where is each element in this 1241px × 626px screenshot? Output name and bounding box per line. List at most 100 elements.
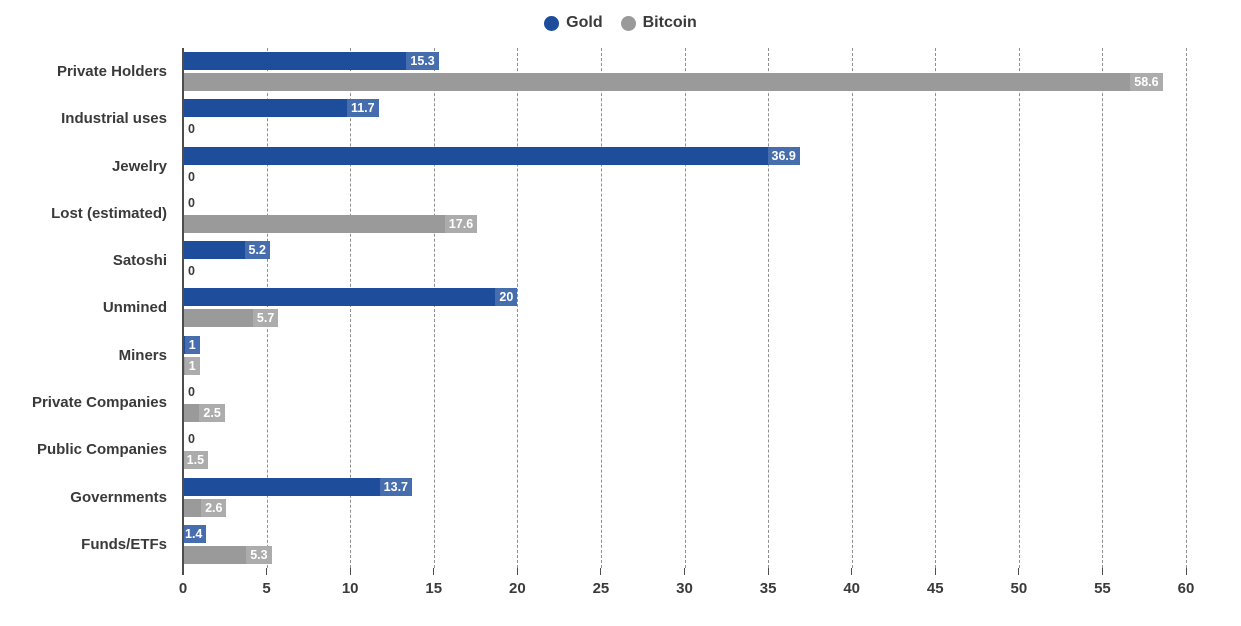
category-label: Private Companies: [31, 394, 167, 412]
legend: Gold Bitcoin: [0, 14, 1241, 32]
bar-value-label: 1: [184, 335, 200, 354]
category-label: Jewelry: [111, 157, 167, 175]
gridline: [935, 48, 937, 568]
y-axis-line: [182, 48, 184, 575]
bitcoin-bar: 5.7: [183, 309, 279, 328]
category-row: 13.7 2.6: [183, 473, 1186, 520]
x-axis-tick: [1018, 568, 1020, 575]
x-tick-label: 30: [676, 580, 693, 597]
zero-value-label: 0: [188, 195, 195, 210]
gridline: [517, 48, 519, 568]
bar-value-label: 15.3: [406, 52, 439, 71]
category-label: Lost (estimated): [51, 204, 167, 222]
category-row: 0 1.5: [182, 426, 1186, 473]
bar-value-label: 2.5: [199, 404, 225, 423]
category-row: 20 5.7: [183, 284, 1186, 331]
category-row: 0 2.5: [183, 379, 1186, 426]
x-tick-label: 0: [178, 580, 188, 597]
x-axis-tick: [266, 568, 268, 575]
bitcoin-bar: 5.3: [183, 545, 272, 564]
bar-value-label: 58.6: [1130, 73, 1163, 92]
legend-label-bitcoin: Bitcoin: [642, 14, 697, 31]
bar-value-label: 1.5: [182, 451, 209, 470]
x-tick-label: 45: [926, 580, 944, 597]
x-tick-label: 35: [759, 580, 777, 597]
x-axis-tick: [684, 568, 685, 575]
bar-value-label: 20: [495, 288, 518, 307]
bitcoin-bar: 2.5: [183, 404, 225, 423]
category-row: 5.2 0: [183, 237, 1186, 284]
x-axis-tick: [1185, 568, 1187, 575]
category-row: 1.4 5.3: [181, 521, 1186, 568]
bitcoin-bar: 1: [183, 356, 200, 375]
gridline: [266, 48, 268, 568]
x-tick-label: 10: [341, 580, 359, 597]
legend-item-bitcoin: Bitcoin: [620, 14, 697, 32]
x-tick-label: 20: [508, 580, 526, 597]
category-labels-column: Private Holders Industrial uses Jewelry Los…: [0, 48, 175, 568]
category-row: 36.9 0: [183, 143, 1186, 190]
bitcoin-bar: 1.5: [182, 451, 209, 470]
gridline: [1102, 48, 1104, 568]
zero-value-label: 0: [188, 169, 195, 184]
gridline: [684, 48, 686, 568]
legend-item-gold: Gold: [544, 14, 603, 32]
zero-value-label: 0: [188, 385, 195, 400]
gridline: [350, 48, 352, 568]
bar-value-label: 13.7: [379, 477, 413, 496]
legend-label-gold: Gold: [566, 14, 603, 31]
x-tick-label: 50: [1010, 580, 1028, 597]
gridline: [600, 48, 602, 568]
x-tick-label: 55: [1094, 580, 1111, 597]
bar-value-label: 11.7: [346, 99, 379, 118]
bar-value-label: 2.6: [201, 498, 227, 517]
x-axis-tick: [767, 568, 769, 575]
bitcoin-bar: 2.6: [183, 498, 227, 517]
gridline: [851, 48, 853, 568]
bar-value-label: 17.6: [444, 214, 478, 233]
gridline: [1018, 48, 1020, 568]
bar-value-label: 36.9: [767, 146, 800, 165]
category-label: Miners: [118, 346, 167, 364]
gridline: [433, 48, 435, 568]
category-label: Industrial uses: [61, 110, 167, 128]
gold-bar: 1.4: [181, 524, 207, 543]
x-axis-tick: [349, 568, 351, 575]
category-label: Governments: [70, 488, 167, 506]
category-label: Satoshi: [112, 252, 167, 270]
x-axis-tick: [934, 568, 936, 575]
gold-bar: 20: [183, 288, 518, 307]
gold-bar: 13.7: [183, 477, 413, 496]
x-axis-tick: [433, 568, 435, 575]
zero-value-label: 0: [188, 432, 195, 447]
gold-bar: 36.9: [183, 146, 800, 165]
category-label: Funds/ETFs: [81, 535, 167, 553]
gold-bar: 11.7: [183, 99, 379, 118]
gold-bar: 5.2: [183, 241, 270, 260]
bitcoin-bar: 58.6: [183, 73, 1163, 92]
x-axis-tick: [516, 568, 518, 575]
category-row: 11.7 0: [183, 95, 1186, 142]
gridline: [1186, 48, 1187, 568]
x-tick-label: 5: [262, 580, 271, 597]
plot-area: 0 5 10 15 20 25 30 35 40 45 50 55 60 15.3 58.6 11.7 0 36.…: [179, 48, 1194, 597]
category-label: Unmined: [102, 299, 167, 317]
x-tick-label: 60: [1177, 580, 1195, 597]
bar-value-label: 5.2: [244, 241, 270, 260]
category-row: 15.3 58.6: [183, 48, 1186, 95]
x-axis-tick: [1101, 568, 1103, 575]
zero-value-label: 0: [188, 122, 195, 137]
x-tick-label: 25: [592, 580, 610, 597]
bar-value-label: 5.3: [246, 545, 272, 564]
x-axis-tick: [851, 568, 853, 575]
x-tick-label: 15: [425, 580, 443, 597]
bar-value-label: 1.4: [181, 524, 207, 543]
gold-bar: 1: [183, 335, 200, 354]
gold-legend-dot-icon: [544, 15, 560, 31]
zero-value-label: 0: [188, 264, 195, 279]
category-row: 0 17.6: [183, 190, 1186, 237]
x-tick-label: 40: [843, 580, 860, 597]
bitcoin-bar: 17.6: [183, 214, 478, 233]
